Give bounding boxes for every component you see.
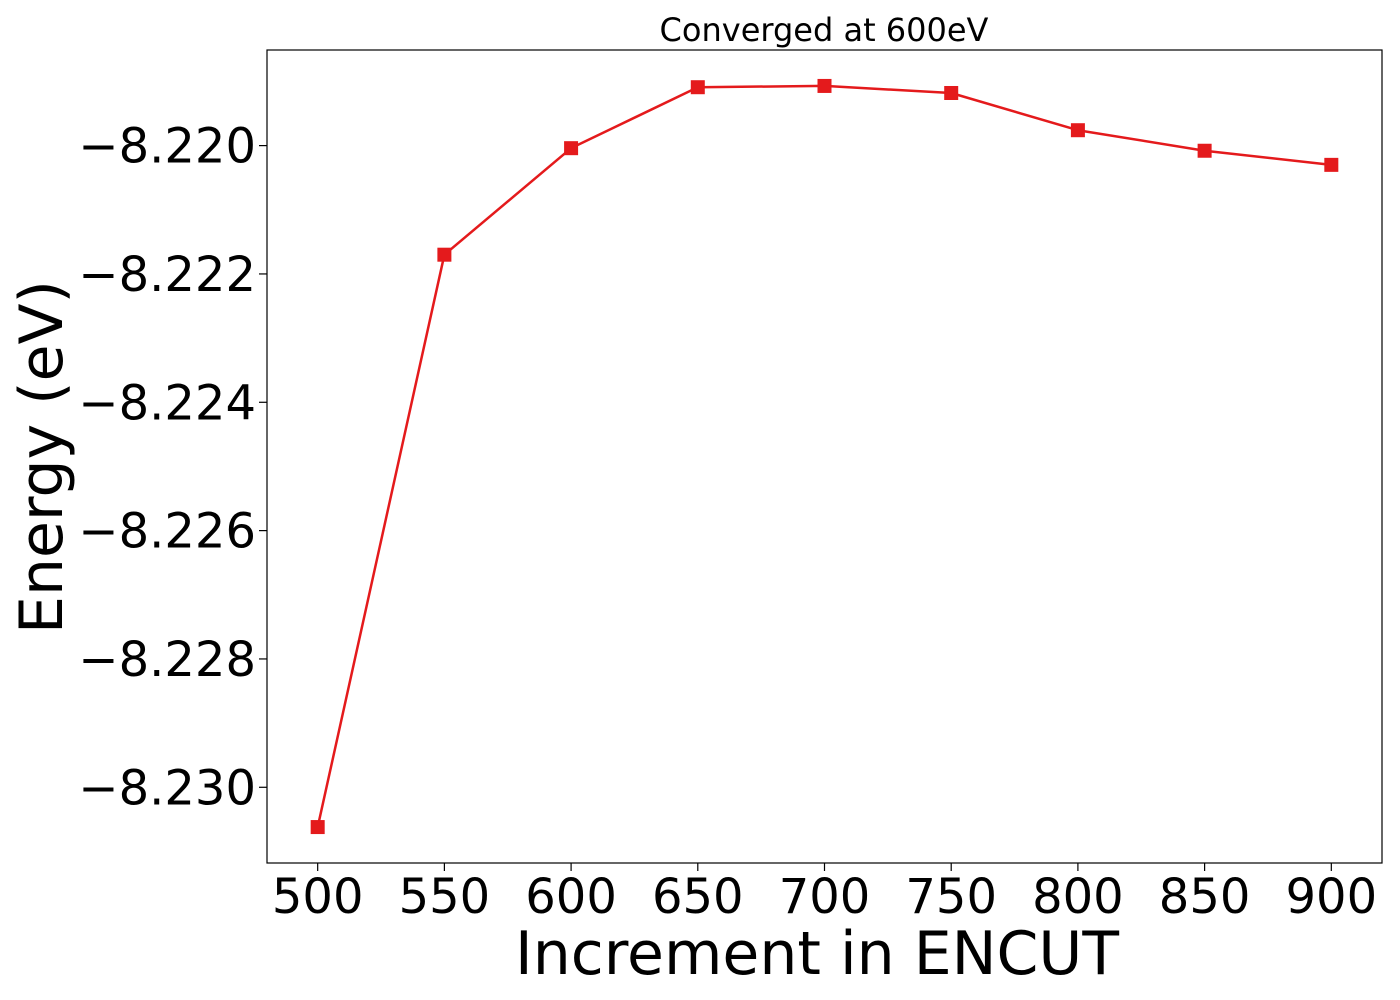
y-tick-label: −8.222 xyxy=(78,247,256,303)
x-tick-label: 600 xyxy=(525,869,617,925)
x-tick-label: 700 xyxy=(779,869,871,925)
data-point-marker xyxy=(564,141,579,156)
y-axis-label: Energy (eV) xyxy=(7,280,77,634)
y-tick-label: −8.230 xyxy=(78,760,256,816)
x-axis-label: Increment in ENCUT xyxy=(515,919,1119,989)
x-tick-label: 800 xyxy=(1032,869,1124,925)
x-tick-label: 650 xyxy=(652,869,744,925)
data-point-marker xyxy=(817,78,832,93)
x-axis: 500 550 600 650 700 750 800 850 900 xyxy=(272,863,1377,925)
x-tick-label: 900 xyxy=(1286,869,1378,925)
series-line xyxy=(316,84,1332,828)
y-tick-label: −8.220 xyxy=(78,119,256,175)
data-point-marker xyxy=(690,80,705,95)
data-point-marker xyxy=(437,247,452,262)
y-tick-label: −8.228 xyxy=(78,632,256,688)
x-tick-label: 850 xyxy=(1159,869,1251,925)
data-point-marker xyxy=(1197,143,1212,158)
y-tick-label: −8.224 xyxy=(78,375,256,431)
y-axis: −8.220 −8.222 −8.224 −8.226 −8.228 −8.230 xyxy=(78,119,267,816)
data-point-marker xyxy=(944,85,959,100)
x-tick-label: 550 xyxy=(399,869,491,925)
plot-frame xyxy=(266,49,1383,864)
chart-title: Converged at 600eV xyxy=(660,11,989,49)
x-tick-label: 750 xyxy=(905,869,997,925)
data-point-marker xyxy=(1324,157,1339,172)
y-tick-label: −8.226 xyxy=(78,504,256,560)
data-point-marker xyxy=(310,820,325,835)
data-point-marker xyxy=(1070,123,1085,138)
x-tick-label: 500 xyxy=(272,869,364,925)
series-layer xyxy=(310,78,1339,835)
